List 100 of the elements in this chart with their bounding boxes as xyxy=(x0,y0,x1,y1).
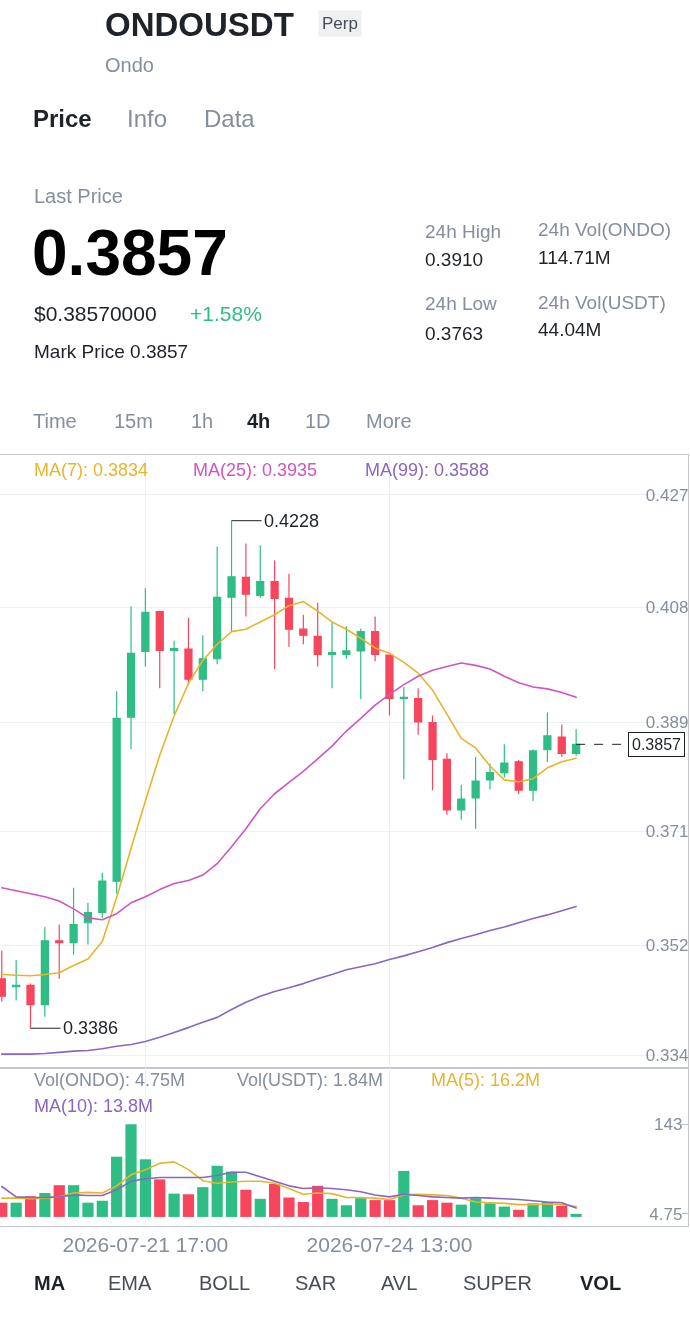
bar xyxy=(39,1192,51,1217)
candlestick xyxy=(213,546,222,665)
candlestick xyxy=(112,690,121,895)
bar xyxy=(455,1204,467,1217)
candlestick xyxy=(69,887,78,956)
bar xyxy=(570,1213,582,1217)
bar xyxy=(383,1200,396,1217)
text: Data xyxy=(204,105,256,132)
annotation: 0.3386 xyxy=(63,1018,119,1038)
bar xyxy=(498,1206,510,1217)
line-series xyxy=(0,905,577,1055)
line-series xyxy=(0,1171,577,1209)
bar xyxy=(297,1202,309,1217)
bar xyxy=(53,1185,65,1217)
text: 24h Vol(ONDO) xyxy=(538,219,672,240)
text: Perp xyxy=(322,14,358,33)
text: SAR xyxy=(295,1272,337,1294)
text: MA(25): 0.3935 xyxy=(193,460,318,480)
chart-title: ONDOUSDT xyxy=(105,6,294,43)
x-tick-label: 2026-07-24 13:00 xyxy=(306,1233,473,1257)
text: MA(5): 16.2M xyxy=(431,1070,541,1090)
text: More xyxy=(366,410,412,432)
text: AVL xyxy=(381,1272,418,1294)
candlestick xyxy=(12,959,21,1002)
text: 0.3857 xyxy=(32,217,228,289)
bar xyxy=(326,1198,338,1217)
bar xyxy=(527,1203,539,1217)
candlestick xyxy=(256,544,265,599)
candlestick xyxy=(155,609,164,689)
candlestick xyxy=(370,615,380,662)
candlestick xyxy=(399,686,408,780)
candlestick xyxy=(356,627,365,700)
y-tick-label: 4.75 xyxy=(649,1204,683,1224)
candlestick xyxy=(572,728,581,757)
bar xyxy=(484,1203,496,1217)
candlestick xyxy=(514,759,523,795)
bar xyxy=(197,1187,209,1217)
text: 44.04M xyxy=(538,319,602,340)
y-tick-label: 0.389 xyxy=(645,712,689,732)
x-tick-label: 2026-07-21 17:00 xyxy=(62,1233,229,1257)
candlestick xyxy=(471,756,480,830)
annotation: 0.4228 xyxy=(264,511,320,531)
bar xyxy=(96,1200,108,1217)
bar xyxy=(125,1124,137,1217)
bar xyxy=(254,1198,266,1217)
text: Last Price xyxy=(34,185,123,207)
bar xyxy=(412,1205,424,1217)
candlestick xyxy=(40,926,49,1018)
candlestick xyxy=(528,748,538,802)
bar xyxy=(340,1205,352,1217)
text: Mark Price 0.3857 xyxy=(34,341,189,362)
candlestick xyxy=(457,784,466,821)
y-tick-label: 143 xyxy=(654,1115,683,1135)
text: 24h Vol(USDT) xyxy=(538,292,666,313)
bar xyxy=(283,1197,295,1217)
candlestick xyxy=(26,983,35,1029)
text: Time xyxy=(33,410,77,432)
text: 1D xyxy=(305,410,331,432)
bar xyxy=(269,1183,281,1217)
candlestick xyxy=(414,687,423,736)
line-series xyxy=(0,600,577,977)
text: SUPER xyxy=(463,1272,532,1294)
candlestick xyxy=(385,653,394,716)
text: 15m xyxy=(114,410,153,432)
bar xyxy=(225,1171,238,1217)
text: MA(10): 13.8M xyxy=(34,1096,154,1116)
candlestick xyxy=(98,872,107,919)
candlestick xyxy=(557,723,566,758)
candlestick xyxy=(141,587,150,668)
annotation: Vol(ONDO): 4.75M xyxy=(34,1070,186,1090)
text: EMA xyxy=(108,1272,152,1294)
text: 0.3763 xyxy=(425,323,484,344)
text: MA(99): 0.3588 xyxy=(365,460,490,480)
candlestick xyxy=(500,743,509,779)
candlestick xyxy=(55,923,64,980)
candlestick xyxy=(241,543,250,618)
candlestick xyxy=(543,711,552,763)
y-tick-label: 0.408 xyxy=(645,598,689,618)
y-tick-label: 0.427 xyxy=(645,485,689,505)
candlestick xyxy=(284,573,294,648)
bar xyxy=(441,1202,453,1217)
text: BOLL xyxy=(199,1272,251,1294)
candlestick xyxy=(126,605,136,750)
bar xyxy=(211,1165,223,1217)
text: Info xyxy=(127,105,168,132)
text: 24h Low xyxy=(425,293,498,314)
candlestick xyxy=(342,625,351,660)
candlestick xyxy=(299,614,308,645)
line-series xyxy=(0,662,577,921)
line-series xyxy=(0,1161,577,1208)
text: 24h High xyxy=(425,221,502,242)
text: 114.71M xyxy=(538,247,611,268)
bar xyxy=(182,1194,195,1217)
bar xyxy=(355,1198,367,1217)
text: VOL xyxy=(580,1272,622,1294)
text: 4h xyxy=(247,410,271,432)
bar xyxy=(398,1170,410,1217)
candlestick xyxy=(313,602,322,668)
chart-subtitle: Ondo xyxy=(105,54,154,76)
text: MA xyxy=(34,1272,66,1294)
